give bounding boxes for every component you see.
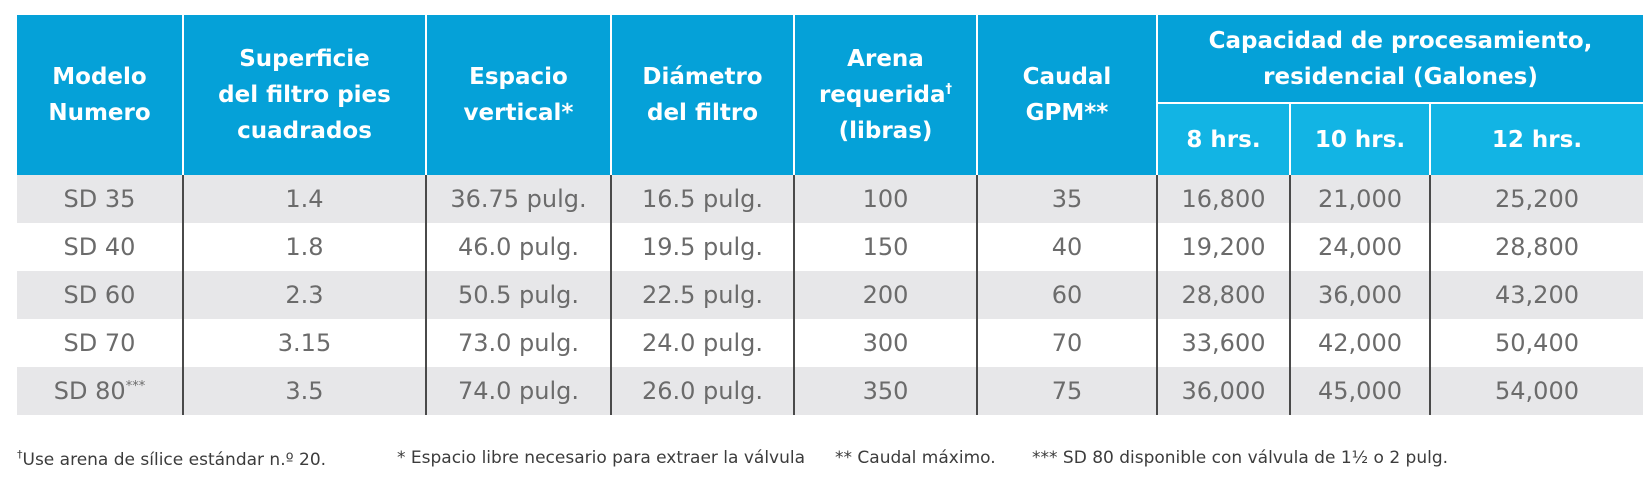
cell-vertical-space: 46.0 pulg. (425, 223, 611, 271)
cell-surface: 2.3 (182, 271, 426, 319)
header-filter-surface: Superficie del filtro pies cuadrados (182, 15, 426, 175)
dagger-mark: † (945, 82, 953, 97)
cell-sand: 300 (793, 319, 977, 367)
cell-model: SD 70 (17, 319, 183, 367)
cell-flow: 70 (976, 319, 1157, 367)
table-row: SD 35 1.4 36.75 pulg. 16.5 pulg. 100 35 … (17, 175, 1643, 223)
cell-capacity-8h: 16,800 (1156, 175, 1290, 223)
header-12-hours: 12 hrs. (1429, 103, 1643, 175)
cell-flow: 35 (976, 175, 1157, 223)
cell-capacity-12h: 28,800 (1429, 223, 1643, 271)
header-flow-gpm: Caudal GPM** (976, 15, 1157, 175)
cell-vertical-space: 50.5 pulg. (425, 271, 611, 319)
cell-capacity-10h: 45,000 (1289, 367, 1430, 415)
cell-vertical-space: 36.75 pulg. (425, 175, 611, 223)
header-processing-capacity: Capacidad de procesamiento, residencial … (1156, 15, 1643, 105)
cell-diameter: 16.5 pulg. (610, 175, 794, 223)
cell-capacity-12h: 43,200 (1429, 271, 1643, 319)
cell-diameter: 19.5 pulg. (610, 223, 794, 271)
cell-capacity-10h: 36,000 (1289, 271, 1430, 319)
cell-diameter: 24.0 pulg. (610, 319, 794, 367)
table-row: SD 70 3.15 73.0 pulg. 24.0 pulg. 300 70 … (17, 319, 1643, 367)
triple-asterisk-mark: *** (125, 379, 146, 394)
cell-capacity-12h: 50,400 (1429, 319, 1643, 367)
cell-flow: 75 (976, 367, 1157, 415)
cell-capacity-8h: 28,800 (1156, 271, 1290, 319)
cell-model: SD 35 (17, 175, 183, 223)
cell-surface: 3.5 (182, 367, 426, 415)
cell-model: SD 40 (17, 223, 183, 271)
cell-capacity-8h: 19,200 (1156, 223, 1290, 271)
cell-sand: 350 (793, 367, 977, 415)
cell-flow: 60 (976, 271, 1157, 319)
cell-diameter: 22.5 pulg. (610, 271, 794, 319)
cell-capacity-8h: 36,000 (1156, 367, 1290, 415)
footnote-vertical-space: * Espacio libre necesario para extraer l… (397, 448, 806, 468)
header-vertical-space: Espacio vertical* (425, 15, 611, 175)
cell-diameter: 26.0 pulg. (610, 367, 794, 415)
cell-capacity-8h: 33,600 (1156, 319, 1290, 367)
table-row: SD 80*** 3.5 74.0 pulg. 26.0 pulg. 350 7… (17, 367, 1643, 415)
cell-surface: 1.8 (182, 223, 426, 271)
cell-sand: 200 (793, 271, 977, 319)
header-filter-diameter: Diámetro del filtro (610, 15, 794, 175)
header-10-hours: 10 hrs. (1289, 103, 1430, 175)
header-model-number: Modelo Numero (17, 15, 183, 175)
cell-model: SD 80*** (17, 367, 183, 415)
footnote-max-flow: ** Caudal máximo. (835, 448, 996, 468)
cell-capacity-10h: 24,000 (1289, 223, 1430, 271)
cell-vertical-space: 74.0 pulg. (425, 367, 611, 415)
footnote-sd80-valve: *** SD 80 disponible con válvula de 1½ o… (1032, 448, 1449, 468)
cell-flow: 40 (976, 223, 1157, 271)
table-row: SD 60 2.3 50.5 pulg. 22.5 pulg. 200 60 2… (17, 271, 1643, 319)
header-8-hours: 8 hrs. (1156, 103, 1290, 175)
cell-model: SD 60 (17, 271, 183, 319)
footnote-sand: †Use arena de sílice estándar n.º 20. (17, 448, 327, 470)
cell-surface: 1.4 (182, 175, 426, 223)
filter-spec-table: Modelo Numero Superficie del filtro pies… (17, 15, 1643, 415)
cell-capacity-10h: 42,000 (1289, 319, 1430, 367)
cell-capacity-12h: 54,000 (1429, 367, 1643, 415)
cell-capacity-10h: 21,000 (1289, 175, 1430, 223)
cell-sand: 100 (793, 175, 977, 223)
cell-capacity-12h: 25,200 (1429, 175, 1643, 223)
cell-surface: 3.15 (182, 319, 426, 367)
cell-sand: 150 (793, 223, 977, 271)
header-sand-required: Arena requerida† (libras) (793, 15, 977, 175)
table-row: SD 40 1.8 46.0 pulg. 19.5 pulg. 150 40 1… (17, 223, 1643, 271)
cell-vertical-space: 73.0 pulg. (425, 319, 611, 367)
